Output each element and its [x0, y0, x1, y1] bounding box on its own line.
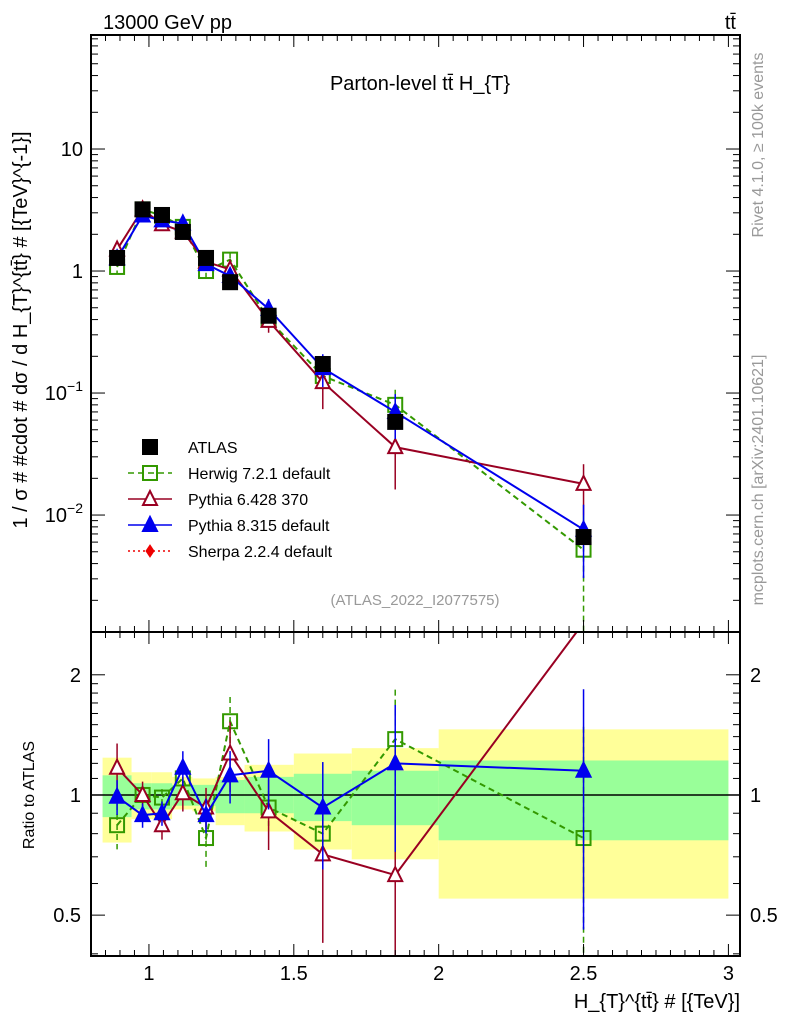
main-frame [90, 34, 741, 633]
legend-marker [145, 544, 155, 558]
ratio-line [116, 762, 584, 818]
header-energy: 13000 GeV pp [103, 12, 232, 34]
mcplots-label: mcplots.cern.ch [arXiv:2401.10621] [750, 355, 767, 606]
ratio-y-tick-label: 2 [70, 665, 81, 687]
ratio-point [574, 760, 593, 778]
data-point [153, 206, 170, 223]
legend-item-herwig: Herwig 7.2.1 default [128, 465, 331, 483]
legend: ATLAS Herwig 7.2.1 default Pythia 6.428 37… [128, 439, 333, 561]
y-tick-label: 10−1 [45, 378, 83, 405]
ratio-point [153, 802, 171, 821]
ratio-y-tick-label: 0.5 [53, 905, 81, 927]
legend-label: ATLAS [188, 440, 238, 457]
data-point [198, 249, 215, 266]
x-tick-label: 3 [723, 963, 734, 985]
legend-item-sherpa: Sherpa 2.2.4 default [128, 544, 333, 561]
legend-item-pythia6: Pythia 6.428 370 [128, 488, 308, 509]
analysis-id: (ATLAS_2022_I2077575) [330, 592, 499, 609]
ratio-point [108, 757, 126, 775]
ratio-point [174, 783, 192, 801]
x-tick-label: 1 [143, 963, 154, 985]
data-point [386, 436, 404, 455]
y-tick-label: 1 [72, 261, 83, 283]
ratio-point [133, 804, 152, 823]
series-line [116, 207, 584, 485]
ratio-point [386, 753, 404, 771]
ratio-series-pythia8 [108, 689, 593, 930]
ratio-point [197, 804, 215, 823]
ratio-point [133, 784, 152, 802]
legend-label: Sherpa 2.2.4 default [188, 544, 333, 561]
series-herwig [109, 201, 592, 632]
data-point [574, 473, 593, 491]
data-point [260, 307, 277, 324]
legend-label: Pythia 8.315 default [188, 518, 330, 535]
ratio-y-tick-label: 1 [70, 785, 81, 807]
legend-item-atlas: ATLAS [142, 439, 238, 457]
ratio-point [109, 817, 126, 834]
data-point [134, 201, 151, 218]
x-tick-label: 1.5 [280, 963, 308, 985]
chart-title: Parton-level tt̄ H_{T} [330, 73, 510, 95]
data-point [222, 274, 239, 291]
x-axis-label: H_{T}^{tt̄} # [{TeV}] [574, 991, 740, 1013]
ratio-bands [91, 729, 740, 899]
ratio-y-tick-label-right: 2 [750, 665, 761, 687]
data-point [314, 355, 331, 372]
legend-item-pythia8: Pythia 8.315 default [128, 514, 330, 535]
y-tick-exponent: −1 [67, 378, 83, 394]
x-tick-label: 2.5 [570, 963, 598, 985]
ratio-y-tick-label-right: 1 [750, 785, 761, 807]
data-point [109, 249, 126, 266]
ratio-point [386, 864, 404, 883]
ratio-point [259, 760, 278, 778]
series-line [116, 214, 585, 531]
legend-marker [142, 439, 158, 455]
data-marks [108, 199, 593, 956]
data-point [575, 529, 592, 546]
legend-marker [141, 488, 159, 506]
ratio-point [259, 801, 278, 819]
data-point [174, 223, 191, 240]
y-tick-label: 10 [61, 139, 83, 161]
ratio-y-axis-label: Ratio to ATLAS [21, 741, 38, 849]
y-axis-label: 1 / σ # #cdot # dσ / d H_{T}^{tt̄} # [{T… [10, 131, 32, 528]
ratio-point [174, 757, 192, 775]
y-tick-exponent: −2 [67, 500, 83, 516]
ratio-line [116, 631, 578, 877]
header-process: tt̄ [725, 12, 737, 34]
legend-marker [142, 465, 158, 481]
rivet-version-label: Rivet 4.1.0, ≥ 100k events [750, 53, 767, 238]
ratio-point [221, 765, 239, 783]
y-tick-label: 10−2 [45, 500, 83, 527]
legend-label: Herwig 7.2.1 default [188, 466, 331, 483]
legend-marker [141, 514, 159, 532]
x-tick-label: 2 [433, 963, 444, 985]
series-pythia6 [108, 199, 593, 516]
legend-label: Pythia 6.428 370 [188, 492, 308, 509]
ratio-point [108, 786, 126, 804]
axes: 1 1.5 2 2.5 3 10 1 10−1 10−2 2 2 1 1 0.5 0.5 [45, 34, 778, 985]
ratio-frame [90, 631, 741, 957]
ratio-y-tick-label-right: 0.5 [750, 905, 778, 927]
series-pythia8 [108, 205, 593, 579]
ratio-point [314, 797, 332, 815]
data-point [387, 413, 404, 430]
series-atlas [109, 201, 592, 546]
